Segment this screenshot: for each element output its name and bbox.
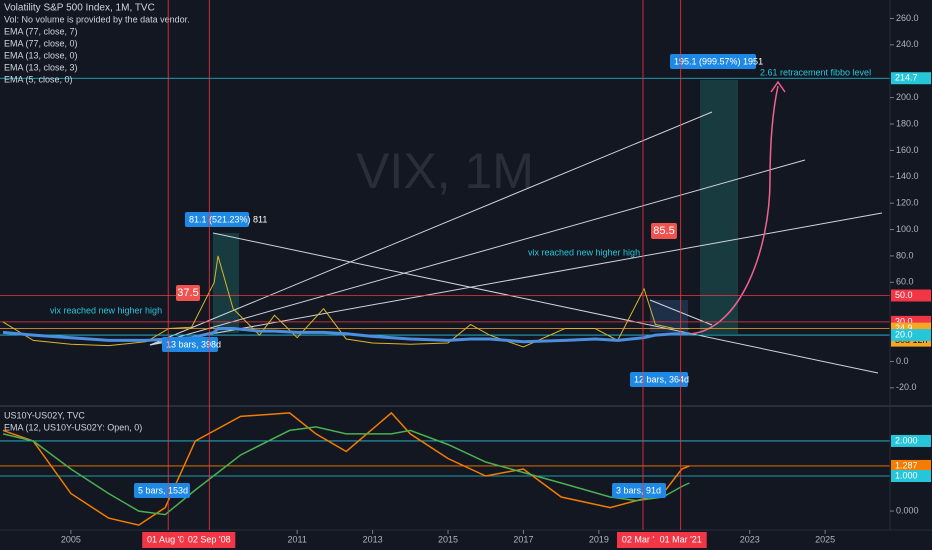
y-tick-label: 120.0 <box>896 198 919 208</box>
arrow-head <box>770 80 786 93</box>
annotation: 12 bars, 364d <box>634 374 689 384</box>
date-label-box <box>183 532 236 548</box>
legend-item: US10Y-US02Y, TVC <box>4 410 85 420</box>
trend-line <box>149 111 713 346</box>
y-tick-label: 0.0 <box>896 356 909 366</box>
legend-item: EMA (77, close, 7) <box>4 26 78 36</box>
annotation-box <box>630 372 688 387</box>
x-tick-label: 2025 <box>815 534 835 544</box>
price-label-box <box>891 434 931 447</box>
price-label: 1.287 <box>895 460 918 470</box>
legend-item: EMA (12, US10Y-US02Y: Open, 0) <box>4 422 142 432</box>
x-tick-label: 2019 <box>589 534 609 544</box>
annotation: 13 bars, 398d <box>166 339 221 349</box>
price-label: 2.000 <box>895 435 918 445</box>
y-tick-label: 100.0 <box>896 224 919 234</box>
annotation-box <box>162 337 218 352</box>
series-line <box>2 426 690 516</box>
date-label-box <box>142 532 195 548</box>
y-tick-label: 140.0 <box>896 171 919 181</box>
series-line <box>2 255 690 348</box>
series-line <box>2 411 690 526</box>
watermark: VIX, 1M <box>356 143 534 199</box>
price-label-box <box>891 72 931 85</box>
price-label: 30.0 <box>895 316 913 326</box>
annotation: 85.5 <box>653 225 674 237</box>
price-label: 214.7 <box>895 73 918 83</box>
annotation: 195.1 (999.57%) 1951 <box>674 56 763 66</box>
legend-item: EMA (5, close, 0) <box>4 74 73 84</box>
y-tick-label: 260.0 <box>896 13 919 23</box>
x-tick-label: 2023 <box>740 534 760 544</box>
annotation-box <box>176 285 200 301</box>
legend-item: EMA (77, close, 0) <box>4 38 78 48</box>
x-tick-label: 2013 <box>363 534 383 544</box>
x-tick-label: 2015 <box>438 534 458 544</box>
annotation-box <box>670 54 756 69</box>
annotation: 81.1 (521.23%) 811 <box>189 214 267 224</box>
target-zone <box>700 80 738 334</box>
y-tick-label: 80.0 <box>896 250 914 260</box>
y-tick-label: 60.0 <box>896 277 914 287</box>
annotation: 2.61 retracement fibbo level <box>760 67 871 77</box>
legend-item: Vol: No volume is provided by the data v… <box>4 14 190 24</box>
price-label-box <box>891 289 931 302</box>
annotation: 3 bars, 91d <box>616 485 661 495</box>
annotation: 5 bars, 153d <box>138 485 188 495</box>
x-tick-label: 2017 <box>513 534 533 544</box>
annotation-box <box>185 212 249 227</box>
trend-line <box>149 212 883 346</box>
annotation: 37.5 <box>177 287 198 299</box>
date-label: 01 Aug '07 <box>147 534 189 544</box>
date-label: 02 Mar '20 <box>622 534 664 544</box>
symbol-title: Volatility S&P 500 Index, 1M, TVC <box>4 3 155 14</box>
y-tick-label: 160.0 <box>896 145 919 155</box>
x-tick-label: 2011 <box>287 534 306 544</box>
date-label: 01 Mar '21 <box>660 534 702 544</box>
date-label: 02 Sep '08 <box>188 534 231 544</box>
price-label: 1.000 <box>895 470 918 480</box>
trend-line <box>149 159 806 346</box>
legend-item: EMA (13, close, 0) <box>4 50 78 60</box>
price-label: 50.0 <box>895 290 913 300</box>
y-tick-label: 180.0 <box>896 118 919 128</box>
trend-lines <box>149 111 883 374</box>
series-line <box>2 327 690 344</box>
annotation: vix reached new higher high <box>50 305 162 315</box>
price-label-box <box>891 470 931 483</box>
trend-line <box>212 232 879 374</box>
y-tick-label: 240.0 <box>896 39 919 49</box>
legend-item: EMA (13, close, 3) <box>4 62 78 72</box>
price-label: 24.9 <box>895 323 913 333</box>
price-label-box <box>891 329 931 342</box>
y-tick-label: -20.0 <box>896 382 917 392</box>
y-tick-label: 0.000 <box>896 505 919 515</box>
annotation-box <box>612 483 666 498</box>
x-tick-label: 2005 <box>61 534 81 544</box>
annotation-box <box>134 483 190 498</box>
date-label-box <box>654 532 707 548</box>
projection-arrow <box>689 85 779 335</box>
annotation-box <box>651 223 677 239</box>
y-tick-label: 200.0 <box>896 92 919 102</box>
price-label-box <box>891 459 931 472</box>
annotation: vix reached new higher high <box>528 247 640 257</box>
price-label: 20.0 <box>895 329 913 339</box>
